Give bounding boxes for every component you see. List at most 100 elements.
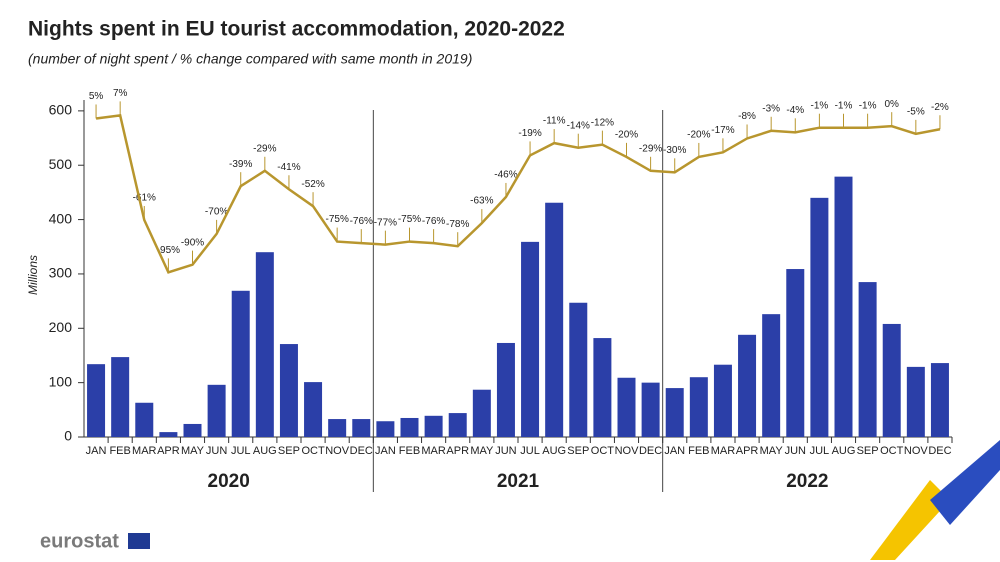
data-label: -1% bbox=[810, 100, 828, 111]
x-tick-label: JAN bbox=[664, 445, 685, 457]
bar bbox=[424, 415, 443, 437]
x-tick-label: FEB bbox=[399, 445, 420, 457]
y-tick-label: 300 bbox=[49, 265, 73, 281]
data-label: -1% bbox=[859, 100, 877, 111]
bar bbox=[665, 388, 684, 437]
bar bbox=[617, 377, 636, 437]
data-label: -70% bbox=[205, 207, 228, 218]
data-label: -19% bbox=[518, 128, 541, 139]
bar bbox=[231, 290, 250, 437]
x-tick-label: AUG bbox=[832, 445, 856, 457]
data-label: -12% bbox=[591, 117, 614, 128]
bar bbox=[496, 342, 515, 437]
bar bbox=[713, 364, 732, 437]
x-tick-label: JUN bbox=[206, 445, 227, 457]
bar bbox=[352, 419, 371, 437]
x-tick-label: JUL bbox=[520, 445, 540, 457]
data-label: -8% bbox=[738, 111, 756, 122]
decor bbox=[930, 440, 1000, 525]
bar bbox=[159, 432, 178, 437]
data-label: -75% bbox=[398, 214, 421, 225]
bar bbox=[738, 334, 757, 437]
x-tick-label: MAR bbox=[421, 445, 446, 457]
bar bbox=[810, 197, 829, 437]
x-tick-label: FEB bbox=[109, 445, 130, 457]
x-tick-label: NOV bbox=[325, 445, 350, 457]
y-tick-label: 400 bbox=[49, 210, 73, 226]
bar bbox=[255, 252, 274, 437]
bar bbox=[882, 323, 901, 437]
bar bbox=[87, 364, 106, 437]
bar bbox=[689, 377, 708, 437]
data-label: -77% bbox=[374, 217, 397, 228]
bar bbox=[593, 338, 612, 437]
x-tick-label: MAR bbox=[132, 445, 157, 457]
data-label: 7% bbox=[113, 88, 128, 99]
bar bbox=[111, 357, 130, 437]
bar bbox=[207, 384, 226, 437]
bar bbox=[521, 241, 540, 437]
bar bbox=[304, 382, 323, 437]
x-tick-label: MAY bbox=[760, 445, 784, 457]
x-tick-label: SEP bbox=[567, 445, 589, 457]
y-tick-label: 0 bbox=[64, 428, 72, 444]
data-label: -4% bbox=[786, 105, 804, 116]
x-tick-label: AUG bbox=[542, 445, 566, 457]
x-tick-label: FEB bbox=[688, 445, 709, 457]
bar bbox=[834, 176, 853, 437]
data-label: -14% bbox=[567, 120, 590, 131]
bar bbox=[906, 366, 925, 437]
data-label: -76% bbox=[422, 216, 445, 227]
x-tick-label: JUL bbox=[810, 445, 830, 457]
data-label: -30% bbox=[663, 145, 686, 156]
y-tick-label: 600 bbox=[49, 102, 73, 118]
x-tick-label: AUG bbox=[253, 445, 277, 457]
x-tick-label: MAY bbox=[181, 445, 205, 457]
x-tick-label: JUL bbox=[231, 445, 251, 457]
data-label: -95% bbox=[157, 245, 180, 256]
x-tick-label: NOV bbox=[615, 445, 640, 457]
bar bbox=[135, 402, 154, 437]
bar bbox=[641, 382, 660, 437]
bar bbox=[762, 314, 781, 437]
data-label: -3% bbox=[762, 103, 780, 114]
bar bbox=[545, 202, 564, 437]
y-axis-label: Millions bbox=[26, 255, 40, 295]
data-label: -41% bbox=[277, 162, 300, 173]
x-tick-label: OCT bbox=[591, 445, 615, 457]
data-label: -5% bbox=[907, 106, 925, 117]
chart-title: Nights spent in EU tourist accommodation… bbox=[28, 18, 565, 41]
data-label: -61% bbox=[133, 193, 156, 204]
x-tick-label: JUN bbox=[495, 445, 516, 457]
x-tick-label: APR bbox=[736, 445, 759, 457]
data-label: -75% bbox=[325, 214, 348, 225]
data-label: -63% bbox=[470, 196, 493, 207]
bar bbox=[858, 282, 877, 437]
x-tick-label: JAN bbox=[86, 445, 107, 457]
x-tick-label: JAN bbox=[375, 445, 396, 457]
x-tick-label: DEC bbox=[639, 445, 662, 457]
data-label: -39% bbox=[229, 159, 252, 170]
data-label: 5% bbox=[89, 91, 104, 102]
x-tick-label: DEC bbox=[350, 445, 373, 457]
x-tick-label: OCT bbox=[880, 445, 904, 457]
data-label: -52% bbox=[301, 179, 324, 190]
data-label: -76% bbox=[350, 216, 373, 227]
x-tick-label: APR bbox=[157, 445, 180, 457]
x-tick-label: MAR bbox=[711, 445, 736, 457]
x-tick-label: DEC bbox=[928, 445, 951, 457]
data-label: -78% bbox=[446, 219, 469, 230]
data-label: -1% bbox=[835, 100, 853, 111]
x-tick-label: SEP bbox=[278, 445, 300, 457]
x-tick-label: APR bbox=[446, 445, 469, 457]
bar bbox=[376, 421, 395, 437]
data-label: -29% bbox=[253, 143, 276, 154]
data-label: -11% bbox=[543, 116, 566, 127]
bar bbox=[930, 363, 949, 437]
x-tick-label: MAY bbox=[470, 445, 494, 457]
x-tick-label: JUN bbox=[785, 445, 806, 457]
group-label: 2022 bbox=[786, 471, 828, 492]
data-label: -20% bbox=[615, 130, 638, 141]
decor bbox=[870, 480, 950, 560]
